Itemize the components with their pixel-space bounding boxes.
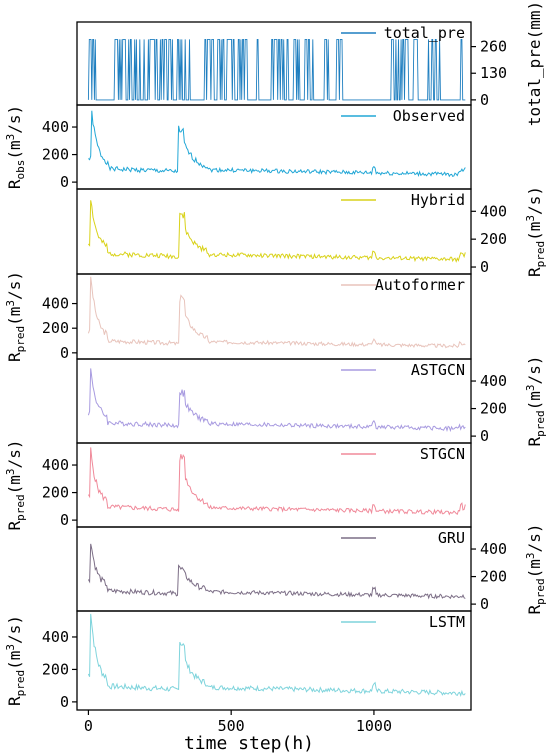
panel-frame: [76, 610, 472, 711]
legend-label: total_pre: [384, 24, 465, 42]
legend-label: LSTM: [429, 613, 465, 631]
y-tick-label: 0: [480, 595, 489, 613]
y-axis-label: Rpred(m3/s): [4, 615, 27, 706]
y-tick-label: 400: [42, 628, 69, 646]
x-axis-label: time step(h): [184, 733, 314, 754]
y-tick-label: 200: [480, 568, 507, 586]
legend-label: ASTGCN: [411, 361, 465, 379]
panel-stgcn: 0 200 400 Rpred(m3/s) STGCN: [4, 440, 472, 531]
y-axis-label: Rpred(m3/s): [524, 356, 547, 447]
y-tick-label: 200: [42, 146, 69, 164]
x-tick-label: 1000: [356, 717, 392, 735]
legend-label: GRU: [438, 529, 465, 547]
y-tick-label: 130: [480, 64, 507, 82]
y-tick-label: 200: [480, 400, 507, 418]
y-axis-label: Rpred(m3/s): [524, 524, 547, 615]
y-tick-label: 0: [60, 344, 69, 362]
y-axis-label: Rpred(m3/s): [4, 440, 27, 531]
panel-autoformer: 0 200 400 Rpred(m3/s) Autoformer: [4, 271, 472, 362]
y-tick-label: 400: [42, 456, 69, 474]
y-tick-label: 200: [480, 230, 507, 248]
legend-label: STGCN: [420, 445, 465, 463]
series-line-observed: [88, 110, 466, 178]
y-axis-label: total_pre(mm): [525, 1, 544, 126]
y-tick-label: 200: [42, 660, 69, 678]
y-tick-label: 0: [480, 91, 489, 109]
y-tick-label: 0: [60, 173, 69, 191]
series-line-hybrid: [88, 200, 466, 263]
legend-label: Observed: [393, 107, 465, 125]
panel-frame: [76, 526, 472, 612]
series-line-stgcn: [87, 447, 466, 516]
y-tick-label: 0: [60, 511, 69, 529]
y-axis-label: Robs(m3/s): [4, 105, 27, 189]
y-tick-label: 200: [42, 484, 69, 502]
series-line-astgcn: [87, 368, 466, 433]
series-line-autoformer: [87, 276, 466, 349]
series-line-total_pre: [87, 38, 466, 101]
panel-hybrid: 0 200 400 Rpred(m3/s) Hybrid: [76, 186, 547, 277]
panel-astgcn: 0 200 400 Rpred(m3/s) ASTGCN: [76, 356, 547, 447]
y-tick-label: 0: [480, 427, 489, 445]
y-tick-label: 400: [42, 295, 69, 313]
y-axis-label: Rpred(m3/s): [524, 186, 547, 277]
legend-label: Autoformer: [375, 276, 465, 294]
y-tick-label: 260: [480, 38, 507, 56]
panel-total_pre: 0 130 260 total_pre(mm) total_pre: [76, 1, 544, 126]
panel-gru: 0 200 400 Rpred(m3/s) GRU: [76, 524, 547, 615]
legend-label: Hybrid: [411, 191, 465, 209]
y-tick-label: 0: [60, 693, 69, 711]
y-tick-label: 200: [42, 319, 69, 337]
panel-lstm: 0 200 400 Rpred(m3/s) LSTM: [4, 610, 472, 711]
y-tick-label: 400: [480, 372, 507, 390]
series-line-lstm: [87, 613, 466, 697]
y-tick-label: 0: [480, 258, 489, 276]
series-line-gru: [87, 543, 466, 600]
panel-observed: 0 200 400 Robs(m3/s) Observed: [4, 104, 472, 191]
y-axis-label: Rpred(m3/s): [4, 271, 27, 362]
x-tick-label: 500: [218, 717, 245, 735]
y-tick-label: 400: [480, 540, 507, 558]
panel-frame: [76, 442, 472, 528]
x-tick-label: 0: [84, 717, 93, 735]
y-tick-label: 400: [42, 118, 69, 136]
y-tick-label: 400: [480, 202, 507, 220]
x-axis: 0 500 1000 time step(h): [84, 710, 392, 754]
